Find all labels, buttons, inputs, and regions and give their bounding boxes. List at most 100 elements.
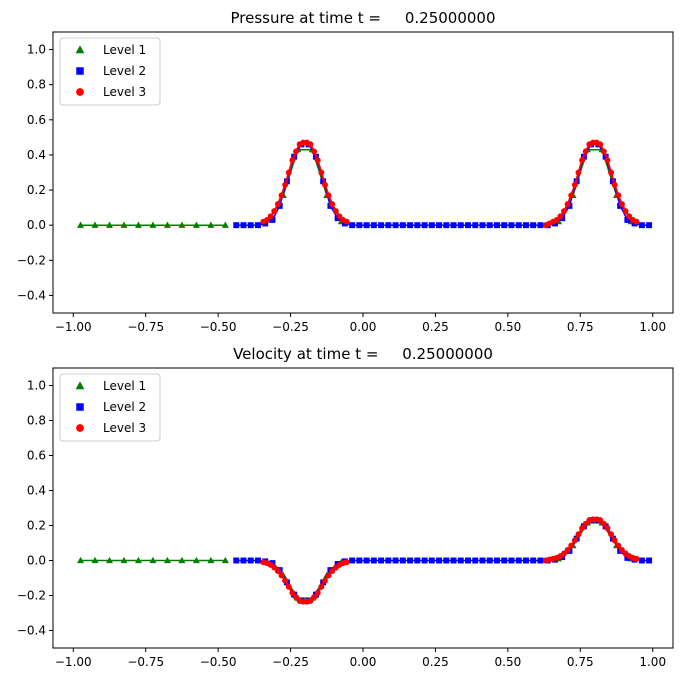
pressure-series-level-3-point: [311, 148, 318, 155]
pressure-series-level-1-point: [163, 221, 171, 228]
velocity-series-level-3-point: [343, 559, 350, 566]
velocity-legend-item-level-1-marker: [75, 381, 85, 390]
pressure-series-level-3-point: [622, 208, 629, 215]
pressure-series-level-3-point: [274, 201, 281, 208]
pressure-series-level-1-point: [105, 221, 113, 228]
pressure-series-level-2-point: [486, 222, 493, 229]
pressure-series-level-1-point: [178, 221, 186, 228]
velocity-series-level-1-point: [178, 556, 186, 564]
pressure-series-level-2-point: [255, 222, 261, 229]
velocity-series-level-3-point: [611, 537, 618, 544]
velocity-y-tick-label: 0.2: [27, 519, 46, 533]
velocity-series-level-3-point: [314, 589, 321, 596]
velocity-series-level-1-point: [207, 556, 215, 564]
pressure-series-level-1-point: [207, 221, 215, 228]
velocity-series-level-3-point: [325, 572, 332, 579]
pressure-legend: Level 1 Level 2 Level 3: [59, 37, 161, 106]
velocity-series-level-2-point: [646, 557, 653, 564]
pressure-series-level-3-point: [322, 181, 328, 188]
pressure-series-level-2-point: [522, 222, 529, 229]
velocity-series-level-2-point: [414, 557, 421, 564]
pressure-series-level-2-point: [436, 222, 443, 229]
velocity-series-level-2-point: [457, 557, 464, 564]
velocity-legend-item-level-2-marker: [76, 403, 84, 411]
velocity-series-level-2-point: [508, 557, 515, 564]
pressure-series-level-3-point: [633, 218, 640, 225]
velocity-plot-area: [77, 516, 653, 605]
pressure-series-level-3-point: [608, 169, 615, 176]
velocity-series-level-1-point: [105, 556, 113, 564]
pressure-series-level-3-point: [314, 157, 321, 164]
velocity-series-level-2-point: [233, 557, 240, 564]
velocity-x-tick-label: 0.00: [350, 655, 377, 669]
pressure-series-level-3-point: [600, 148, 607, 155]
pressure-series-level-2-point: [646, 222, 653, 229]
pressure-x-tick-label: 0.50: [495, 320, 522, 334]
pressure-series-level-3-point: [561, 208, 567, 215]
pressure-legend-item-level-1-label: Level 1: [103, 43, 146, 57]
pressure-series-level-2-point: [356, 222, 363, 229]
velocity-x-tick-label: −0.50: [200, 655, 237, 669]
velocity-series-level-2-point: [501, 557, 508, 564]
velocity-series-level-2-point: [378, 557, 385, 564]
velocity-series-level-2-point: [436, 557, 443, 564]
pressure-series-level-3-point: [611, 181, 618, 188]
pressure-series-level-2-point: [247, 222, 254, 229]
velocity-legend: Level 1 Level 2 Level 3: [59, 373, 161, 442]
velocity-chart-title: Velocity at time t = 0.25000000: [233, 345, 493, 363]
velocity-series-level-2-point: [486, 557, 493, 564]
pressure-series-level-2-point: [363, 222, 370, 229]
pressure-series-level-3-point: [325, 192, 332, 199]
pressure-series-level-3-point: [571, 181, 578, 188]
pressure-series-level-3-point: [307, 141, 314, 148]
velocity-series-level-2-point: [530, 557, 537, 564]
velocity-series-level-2-point: [472, 557, 479, 564]
pressure-legend-item-level-3-label: Level 3: [103, 85, 146, 99]
pressure-y-tick-label: 0.0: [27, 218, 46, 232]
pressure-series-level-3-point: [285, 169, 292, 176]
pressure-series-level-3: [260, 139, 640, 229]
pressure-series-level-2-point: [530, 222, 537, 229]
pressure-plot-area: [77, 139, 653, 229]
velocity-series-level-1-point: [221, 556, 229, 564]
velocity-series-level-3-point: [278, 572, 285, 579]
pressure-series-level-3-point: [618, 201, 625, 208]
pressure-series-level-2-point: [399, 222, 406, 229]
pressure-series-level-3-point: [604, 157, 611, 164]
velocity-x-tick-label: 0.75: [567, 655, 594, 669]
pressure-series-level-2-point: [233, 222, 240, 229]
velocity-y-tick-label: 0.4: [27, 484, 46, 498]
velocity-series-level-3: [260, 516, 640, 605]
velocity-series-level-2-point: [443, 557, 450, 564]
velocity-series-level-3-point: [615, 542, 622, 549]
pressure-series-level-2-point: [494, 222, 500, 229]
pressure-y-tick-label: 1.0: [27, 43, 46, 57]
velocity-series-level-2-point: [428, 557, 435, 564]
velocity-series-level-2-point: [392, 557, 399, 564]
velocity-series-level-3-point: [579, 525, 586, 532]
velocity-series-level-1-point: [192, 556, 200, 564]
pressure-legend-item-level-2-label: Level 2: [103, 64, 146, 78]
pressure-series-level-2-point: [269, 216, 276, 223]
velocity-y-tick-label: 1.0: [27, 379, 46, 393]
velocity-series-level-1-point: [77, 556, 85, 564]
velocity-series-level-2-point: [522, 557, 529, 564]
velocity-series-level-2-point: [255, 557, 261, 564]
velocity-series-level-2-point: [537, 557, 544, 564]
velocity-chart: Velocity at time t = 0.25000000 −1.00 −0.7…: [17, 345, 674, 669]
pressure-series-level-2-point: [385, 222, 392, 229]
velocity-series-level-2-point: [494, 557, 500, 564]
pressure-series-level-2-point: [378, 222, 385, 229]
velocity-series-level-2-point: [638, 557, 645, 564]
velocity-series-level-3-point: [282, 577, 289, 584]
velocity-series-level-3-point: [571, 537, 578, 544]
pressure-series-level-3-point: [597, 141, 604, 148]
velocity-x-tick-label: 0.50: [495, 655, 522, 669]
pressure-series-level-3-point: [267, 213, 274, 220]
pressure-chart: Pressure at time t = 0.25000000 −1.00 −0.7…: [17, 9, 674, 334]
velocity-series-level-2-point: [465, 557, 471, 564]
velocity-series-level-2-point: [385, 557, 392, 564]
velocity-series-level-2-point: [421, 557, 428, 564]
velocity-series-level-2-point: [450, 557, 457, 564]
